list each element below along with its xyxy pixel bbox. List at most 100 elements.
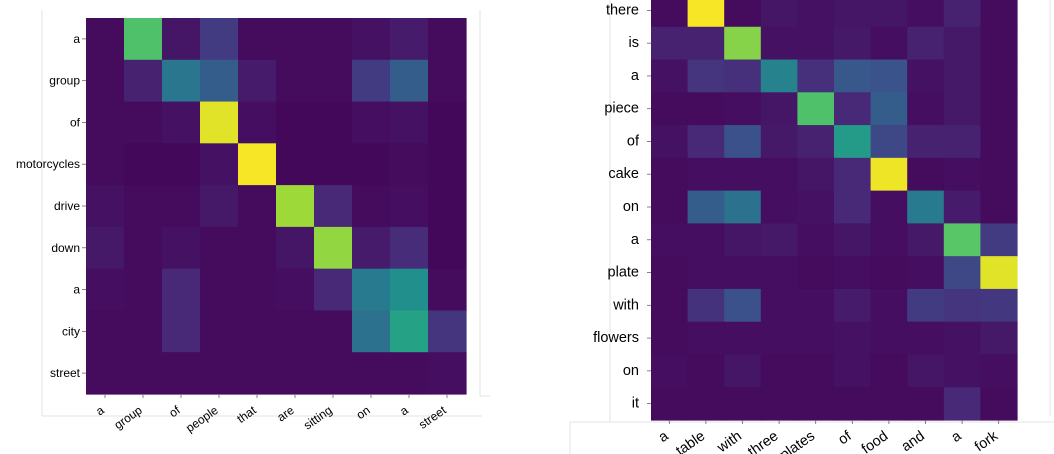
heatmap-cell xyxy=(834,157,872,192)
heatmap-cell xyxy=(162,18,201,61)
heatmap-cell xyxy=(943,256,981,290)
heatmap-cell xyxy=(760,125,798,159)
heatmap-cell xyxy=(428,226,467,270)
heatmap-cell xyxy=(724,59,762,93)
heatmap-cell xyxy=(390,101,429,144)
heatmap-cell xyxy=(352,226,391,270)
heatmap-cell xyxy=(352,18,391,61)
y-tick-label: on xyxy=(623,199,639,215)
heatmap-cell xyxy=(797,0,835,28)
heatmap-cell xyxy=(980,157,1018,192)
heatmap-cell xyxy=(724,256,762,290)
heatmap-cell xyxy=(943,26,981,61)
heatmap-cell xyxy=(86,101,125,144)
heatmap-cell xyxy=(651,190,689,224)
y-tick-label: a xyxy=(631,68,640,84)
heatmap-cell xyxy=(907,59,945,93)
heatmap-cell xyxy=(943,59,981,93)
heatmap-cell xyxy=(276,310,315,353)
heatmap-cell xyxy=(200,59,239,103)
heatmap-cell xyxy=(797,92,835,126)
y-tick-label: city xyxy=(62,324,80,338)
x-tick-label: a xyxy=(949,428,966,446)
heatmap-cell xyxy=(834,256,872,290)
y-tick-label: flowers xyxy=(593,330,639,346)
heatmap-cell xyxy=(124,352,163,395)
heatmap-cell xyxy=(238,226,277,270)
heatmap-cell xyxy=(870,125,908,159)
heatmap-cell xyxy=(980,26,1018,61)
y-tick-label: cake xyxy=(608,166,639,182)
y-tick-label: is xyxy=(629,35,639,51)
heatmap-cell xyxy=(870,92,908,126)
y-tick-label: it xyxy=(632,396,639,412)
heatmap-cell xyxy=(797,26,835,61)
y-tick-label: a xyxy=(73,283,80,297)
heatmap-cell xyxy=(651,256,689,290)
heatmap-cell xyxy=(314,18,353,61)
heatmap-cell xyxy=(86,18,125,61)
x-tick-label: group xyxy=(112,403,145,432)
heatmap-cell xyxy=(797,354,835,388)
x-tick-label: plates xyxy=(777,428,818,454)
heatmap-cell xyxy=(428,101,467,144)
x-tick-label: table xyxy=(673,428,708,454)
heatmap-cell xyxy=(124,185,163,228)
heatmap-cell xyxy=(238,310,277,353)
heatmap-cell xyxy=(797,223,835,257)
heatmap-cell xyxy=(870,288,908,323)
heatmap-cell xyxy=(834,26,872,61)
heatmap-cell xyxy=(687,223,725,257)
heatmap-cell xyxy=(314,143,353,186)
heatmap-cell xyxy=(760,321,798,356)
heatmap-cell xyxy=(428,143,467,186)
y-tick-label: a xyxy=(73,32,80,46)
x-tick-label: fork xyxy=(972,428,1002,454)
heatmap-cell xyxy=(834,59,872,93)
heatmap-cell xyxy=(980,387,1018,421)
heatmap-cell xyxy=(943,157,981,192)
heatmap-cell xyxy=(760,92,798,126)
heatmap-cell xyxy=(797,387,835,421)
heatmap-cell xyxy=(162,226,201,270)
heatmap-cell xyxy=(980,0,1018,28)
heatmap-cell xyxy=(870,157,908,192)
heatmap-cell xyxy=(907,157,945,192)
heatmap-cell xyxy=(980,256,1018,290)
heatmap-cell xyxy=(907,387,945,421)
heatmap-cell xyxy=(943,92,981,126)
heatmap-cell xyxy=(797,256,835,290)
heatmap-cell xyxy=(797,288,835,323)
heatmap-cell xyxy=(687,387,725,421)
heatmap-cell xyxy=(428,268,467,312)
heatmap-cell xyxy=(760,59,798,93)
x-tick-label: are xyxy=(274,403,297,425)
heatmap-cell xyxy=(907,125,945,159)
x-tick-label: and xyxy=(899,428,928,454)
heatmap-cell xyxy=(651,92,689,126)
heatmap-cell xyxy=(162,143,201,186)
heatmap-right: there is a piece of cake on a plate with flowers on… xyxy=(593,0,1018,454)
heatmap-cell xyxy=(86,59,125,103)
heatmap-cell xyxy=(870,387,908,421)
heatmap-cell xyxy=(834,92,872,126)
heatmap-cell xyxy=(314,268,353,312)
heatmap-cell xyxy=(907,0,945,28)
heatmap-cell xyxy=(797,321,835,356)
heatmap-cell xyxy=(760,26,798,61)
heatmap-cell xyxy=(834,321,872,356)
heatmap-cell xyxy=(162,310,201,353)
heatmap-cell xyxy=(651,223,689,257)
heatmap-cell xyxy=(200,143,239,186)
heatmap-cell xyxy=(760,387,798,421)
heatmap-cell xyxy=(390,18,429,61)
heatmap-cell xyxy=(428,59,467,103)
heatmap-cell xyxy=(724,125,762,159)
heatmap-cell xyxy=(870,223,908,257)
heatmap-cell xyxy=(687,92,725,126)
heatmap-cell xyxy=(428,352,467,395)
heatmap-cell xyxy=(352,185,391,228)
heatmap-cell xyxy=(797,125,835,159)
heatmap-cell xyxy=(687,288,725,323)
